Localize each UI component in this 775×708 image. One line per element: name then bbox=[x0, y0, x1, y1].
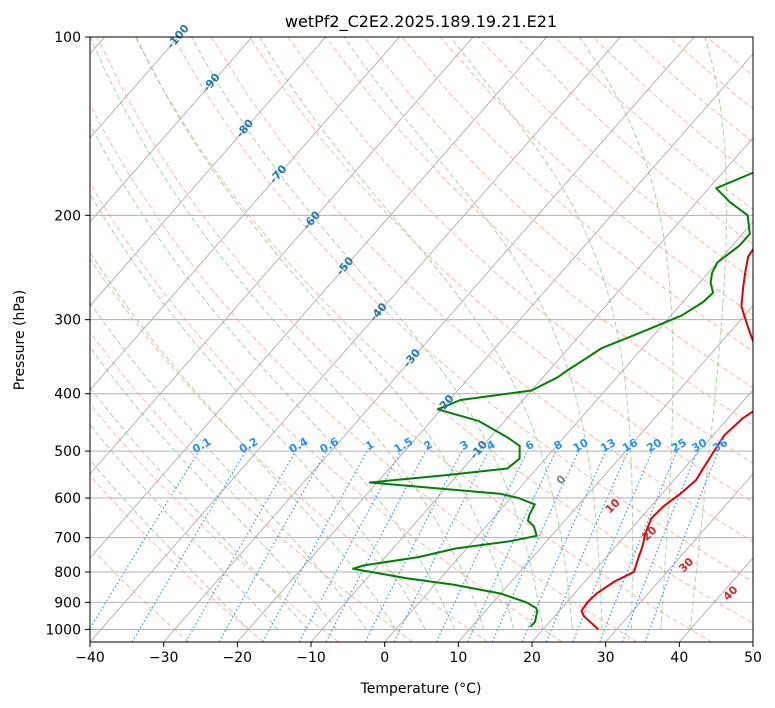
mixing-ratio-line bbox=[572, 450, 653, 642]
moist-adiabat-line bbox=[689, 37, 728, 630]
moist-adiabat-line bbox=[90, 387, 308, 630]
dry-adiabat-line bbox=[134, 37, 753, 624]
y-tick-label: 1000 bbox=[45, 622, 81, 638]
x-axis-title: Temperature (°C) bbox=[360, 681, 482, 697]
isotherm-line bbox=[90, 37, 400, 391]
x-tick-label: −30 bbox=[149, 650, 179, 666]
isotherm-line bbox=[163, 37, 695, 642]
x-tick-label: −10 bbox=[296, 650, 326, 666]
dry-adiabat-line bbox=[172, 37, 753, 583]
moist-adiabat-line bbox=[579, 37, 674, 630]
moist-adiabat-line bbox=[90, 424, 279, 630]
x-tick-label: 10 bbox=[449, 650, 467, 666]
pressure-gridlines bbox=[90, 36, 753, 630]
x-tick-label: 40 bbox=[670, 650, 688, 666]
x-tick-label: 30 bbox=[597, 650, 615, 666]
y-tick-label: 200 bbox=[54, 208, 81, 224]
temperature-line bbox=[580, 247, 753, 631]
dry-adiabat-line bbox=[90, 182, 563, 642]
dry-adiabat-line bbox=[90, 331, 414, 642]
y-tick-label: 800 bbox=[54, 565, 81, 581]
isotherm-line bbox=[90, 37, 621, 642]
dry-adiabat-line bbox=[325, 37, 753, 426]
isotherm-line bbox=[237, 53, 753, 642]
y-tick-label: 400 bbox=[54, 387, 81, 403]
mixing-ratio-line bbox=[364, 450, 463, 642]
plot-frame bbox=[89, 36, 754, 643]
y-tick-label: 600 bbox=[54, 491, 81, 507]
dry-adiabat-line bbox=[90, 474, 264, 642]
dry-adiabat-line bbox=[90, 257, 488, 642]
moist-adiabat-line bbox=[135, 37, 514, 630]
isotherm-line bbox=[605, 473, 753, 642]
dry-adiabat-line bbox=[90, 403, 339, 642]
mixing-ratio-line bbox=[545, 450, 629, 642]
y-tick-label: 500 bbox=[54, 444, 81, 460]
dry-adiabat-line bbox=[248, 37, 753, 503]
mixing-ratio-line bbox=[393, 450, 489, 642]
isotherm-line bbox=[752, 641, 753, 642]
moist-adiabat-line bbox=[450, 37, 634, 630]
y-tick-label: 300 bbox=[54, 313, 81, 329]
x-tick-label: 50 bbox=[744, 650, 762, 666]
y-tick-label: 100 bbox=[54, 30, 81, 46]
isotherm-line bbox=[384, 221, 753, 642]
mixing-ratio-line bbox=[521, 450, 607, 642]
moist-adiabat-line bbox=[90, 301, 367, 630]
mixing-ratio-line bbox=[644, 450, 719, 642]
isotherm-line bbox=[90, 37, 474, 475]
isotherm-line bbox=[531, 389, 753, 642]
mixing-ratio-line bbox=[621, 450, 699, 642]
mixing-ratio-line bbox=[218, 450, 328, 642]
moist-adiabat-line bbox=[191, 37, 544, 630]
x-tick-label: 20 bbox=[523, 650, 541, 666]
chart-title: wetPf2_C2E2.2025.189.19.21.E21 bbox=[285, 12, 557, 32]
x-axis-ticks: −40 −30 −20 −10 0 10 20 30 40 50 bbox=[75, 642, 762, 666]
isotherm-line bbox=[90, 37, 548, 559]
y-tick-label: 700 bbox=[54, 531, 81, 547]
isotherm-line bbox=[90, 37, 253, 223]
x-tick-label: −20 bbox=[223, 650, 253, 666]
moist-adiabat-line bbox=[259, 37, 573, 630]
moist-adiabat-line bbox=[90, 251, 397, 630]
dry-adiabat-line bbox=[439, 37, 753, 316]
dewpoint-line bbox=[352, 171, 753, 628]
y-axis-title: Pressure (hPa) bbox=[12, 290, 28, 390]
isotherm-line bbox=[458, 305, 753, 642]
x-tick-label: 0 bbox=[380, 650, 389, 666]
y-tick-label: 900 bbox=[54, 595, 81, 611]
data-lines bbox=[352, 171, 753, 631]
x-tick-label: −40 bbox=[75, 650, 105, 666]
mixing-ratio-line bbox=[599, 450, 678, 642]
moist-adiabat-line bbox=[90, 193, 426, 630]
mixing-ratio-line bbox=[262, 450, 368, 642]
mixing-ratio-line bbox=[90, 450, 200, 630]
dry-adiabat-line bbox=[96, 37, 712, 642]
moist-adiabat-line bbox=[343, 37, 603, 630]
moist-adiabat-line bbox=[90, 123, 456, 630]
mixing-ratio-line bbox=[298, 450, 402, 642]
moist-adiabat-line bbox=[90, 459, 249, 630]
mixing-ratio-line bbox=[491, 450, 580, 642]
background-lines bbox=[90, 37, 753, 642]
isotherm-line bbox=[90, 37, 327, 307]
plot-background bbox=[90, 37, 753, 642]
y-axis-ticks: 100 200 300 400 500 600 700 800 900 1000 bbox=[45, 30, 90, 638]
dry-adiabat-line bbox=[210, 37, 753, 543]
